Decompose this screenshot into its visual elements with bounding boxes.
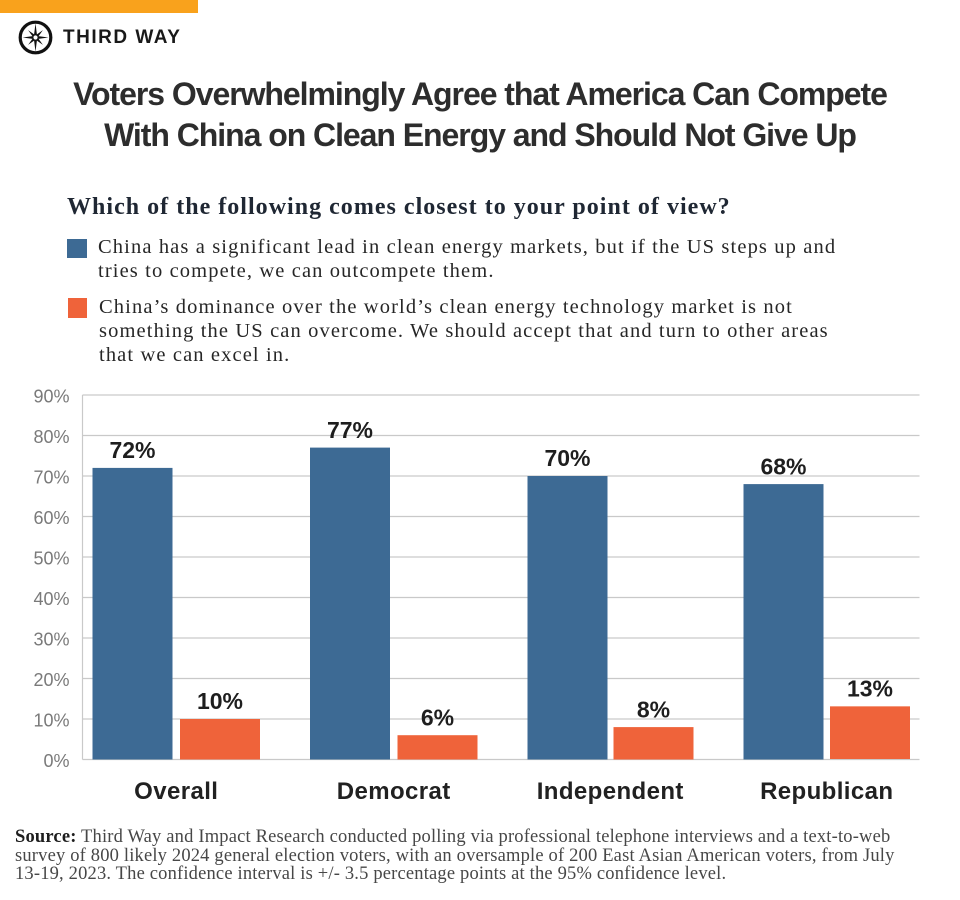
svg-text:20%: 20% — [33, 670, 69, 690]
svg-text:Overall: Overall — [134, 778, 218, 805]
svg-text:0%: 0% — [43, 751, 69, 771]
svg-text:80%: 80% — [33, 427, 69, 447]
svg-text:10%: 10% — [197, 688, 243, 714]
svg-text:8%: 8% — [637, 696, 670, 722]
svg-text:Independent: Independent — [537, 778, 684, 805]
svg-text:68%: 68% — [760, 453, 806, 479]
svg-text:Republican: Republican — [760, 778, 893, 805]
svg-text:60%: 60% — [33, 508, 69, 528]
svg-text:13%: 13% — [847, 676, 893, 702]
svg-text:40%: 40% — [33, 589, 69, 609]
svg-text:10%: 10% — [33, 711, 69, 731]
svg-text:77%: 77% — [327, 417, 373, 443]
svg-text:6%: 6% — [421, 704, 454, 730]
svg-text:72%: 72% — [109, 437, 155, 463]
svg-text:50%: 50% — [33, 549, 69, 569]
svg-text:70%: 70% — [544, 445, 590, 471]
svg-text:Democrat: Democrat — [337, 778, 451, 805]
svg-text:90%: 90% — [33, 387, 69, 407]
svg-text:70%: 70% — [33, 468, 69, 488]
svg-text:30%: 30% — [33, 630, 69, 650]
